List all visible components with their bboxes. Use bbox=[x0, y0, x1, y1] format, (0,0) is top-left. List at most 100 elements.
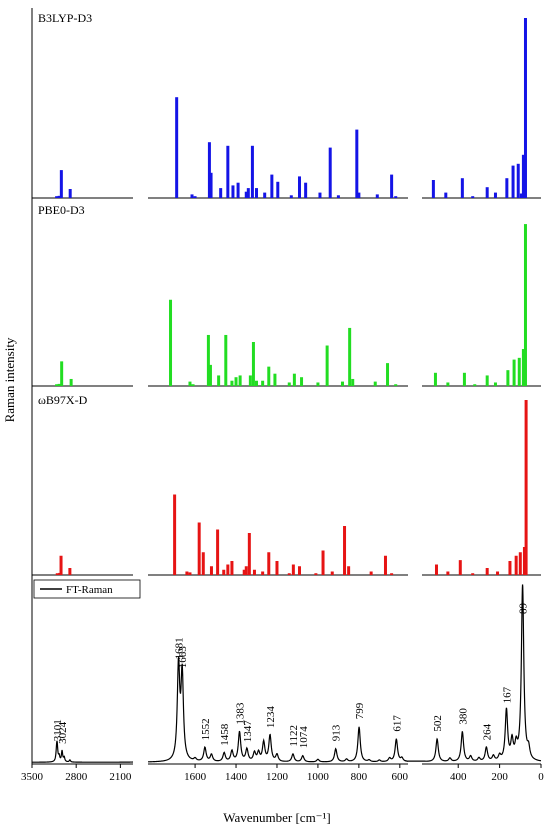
bar-2-15 bbox=[251, 342, 255, 386]
bar-1-1 bbox=[57, 195, 61, 198]
bar-2-4 bbox=[169, 299, 173, 386]
peak-label: 3024 bbox=[57, 721, 69, 744]
peak-label: 1552 bbox=[200, 718, 212, 740]
bar-3-7 bbox=[197, 522, 201, 575]
bar-2-29 bbox=[386, 363, 390, 386]
peak-label: 799 bbox=[354, 702, 366, 719]
bar-2-33 bbox=[462, 372, 466, 386]
ft-raman-spectrum-segment-2 bbox=[147, 655, 409, 763]
bar-3-34 bbox=[458, 560, 462, 575]
bar-1-2 bbox=[59, 170, 63, 198]
peak-label: 89 bbox=[518, 603, 530, 615]
bar-2-6 bbox=[191, 384, 195, 386]
bar-2-38 bbox=[512, 359, 516, 386]
bar-3-9 bbox=[209, 566, 213, 575]
bar-3-24 bbox=[314, 573, 318, 575]
bar-3-40 bbox=[518, 552, 522, 575]
bar-3-42 bbox=[524, 400, 528, 575]
bar-2-24 bbox=[325, 345, 329, 386]
x-tick-label: 600 bbox=[392, 771, 409, 783]
bar-1-21 bbox=[297, 176, 301, 198]
bar-3-0 bbox=[55, 573, 59, 575]
bar-1-0 bbox=[55, 196, 59, 198]
bar-3-11 bbox=[222, 569, 226, 575]
bar-1-8 bbox=[209, 172, 213, 198]
bar-1-40 bbox=[519, 193, 523, 198]
bar-2-22 bbox=[300, 377, 304, 386]
bar-3-17 bbox=[252, 569, 256, 575]
bar-2-35 bbox=[485, 375, 489, 386]
bar-2-3 bbox=[69, 378, 73, 386]
bar-3-28 bbox=[347, 566, 351, 575]
bar-3-27 bbox=[343, 526, 347, 575]
peak-label: 1383 bbox=[235, 702, 247, 725]
bar-2-10 bbox=[224, 334, 228, 386]
bar-2-14 bbox=[248, 375, 252, 386]
bar-2-19 bbox=[273, 373, 277, 386]
peak-label: 617 bbox=[391, 715, 403, 732]
bar-1-29 bbox=[390, 174, 394, 198]
bar-2-11 bbox=[230, 380, 234, 386]
bar-3-13 bbox=[230, 561, 234, 575]
legend-box bbox=[33, 579, 141, 599]
bar-2-18 bbox=[267, 366, 271, 386]
bar-2-40 bbox=[521, 349, 525, 386]
bar-1-23 bbox=[318, 192, 322, 198]
series-name-1: B3LYP-D3 bbox=[38, 11, 92, 25]
bar-2-37 bbox=[506, 370, 510, 386]
bar-2-20 bbox=[287, 382, 291, 386]
bar-1-33 bbox=[460, 178, 464, 198]
bar-2-28 bbox=[373, 381, 377, 386]
x-tick-label: 400 bbox=[450, 771, 467, 783]
bar-1-25 bbox=[336, 195, 340, 198]
bar-2-26 bbox=[348, 327, 352, 386]
bar-1-41 bbox=[521, 154, 525, 198]
x-tick-label: 1200 bbox=[266, 771, 289, 783]
bar-1-32 bbox=[444, 192, 448, 198]
bar-3-38 bbox=[508, 561, 512, 575]
bar-3-4 bbox=[173, 494, 177, 575]
bar-2-17 bbox=[261, 380, 265, 386]
x-axis-label: Wavenumber [cm⁻¹] bbox=[223, 810, 331, 825]
bar-1-13 bbox=[244, 191, 248, 198]
x-tick-label: 200 bbox=[491, 771, 508, 783]
bar-1-27 bbox=[357, 192, 361, 198]
bar-2-9 bbox=[217, 375, 221, 386]
bar-1-24 bbox=[328, 147, 332, 198]
bar-1-34 bbox=[471, 196, 475, 198]
bar-1-20 bbox=[289, 195, 293, 198]
bar-3-21 bbox=[287, 573, 291, 575]
peak-label: 1234 bbox=[265, 706, 277, 729]
bar-3-18 bbox=[261, 571, 265, 575]
ft-raman-spectrum-segment-1 bbox=[32, 740, 134, 763]
x-tick-label: 0 bbox=[538, 771, 544, 783]
bar-1-42 bbox=[523, 18, 527, 198]
bar-1-35 bbox=[485, 187, 489, 198]
bar-2-27 bbox=[351, 378, 355, 386]
bar-2-32 bbox=[446, 382, 450, 386]
bar-3-37 bbox=[496, 571, 500, 575]
bar-3-14 bbox=[242, 569, 246, 575]
bar-3-2 bbox=[59, 555, 63, 575]
peak-label: 1347 bbox=[242, 720, 254, 743]
marks-layer bbox=[32, 18, 542, 763]
bar-2-12 bbox=[234, 377, 238, 386]
bar-2-34 bbox=[473, 384, 477, 386]
bar-1-3 bbox=[68, 189, 72, 198]
x-tick-label: 2100 bbox=[109, 771, 132, 783]
series-name-3: ωB97X-D bbox=[38, 393, 88, 407]
bar-3-35 bbox=[471, 573, 475, 575]
bar-3-29 bbox=[369, 571, 373, 575]
bar-2-8 bbox=[208, 364, 212, 386]
bar-1-7 bbox=[207, 142, 211, 198]
bar-1-30 bbox=[394, 196, 398, 198]
x-tick-label: 1600 bbox=[184, 771, 207, 783]
bar-3-3 bbox=[68, 568, 72, 575]
bar-1-4 bbox=[175, 97, 179, 198]
bar-3-6 bbox=[188, 572, 192, 575]
bar-3-31 bbox=[390, 573, 394, 575]
bar-3-12 bbox=[226, 564, 230, 575]
peak-label: 1663 bbox=[177, 646, 189, 669]
bar-3-32 bbox=[434, 564, 438, 575]
